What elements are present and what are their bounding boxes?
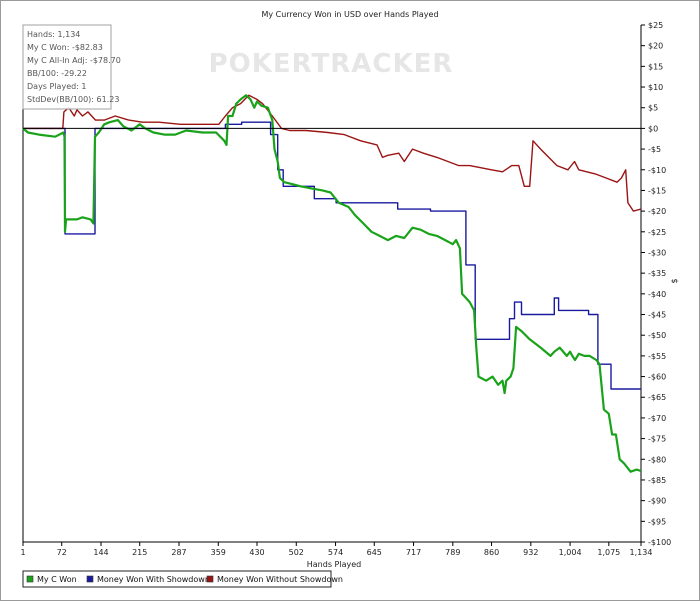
y-tick-label: -$10 <box>648 166 666 175</box>
y-tick-label: $20 <box>648 42 663 51</box>
stats-line: Hands: 1,134 <box>27 30 80 39</box>
y-tick-label: -$85 <box>648 476 666 485</box>
axes: $25 $20 $15 $10 $5 $0 -$5 -$10 -$15 -$20 -$25 -$30 -… <box>20 21 671 557</box>
series-line-my-c-won <box>22 94 642 473</box>
x-axis-label: Hands Played <box>307 560 361 569</box>
series-line-with-showdown <box>23 121 641 390</box>
x-tick-label: 932 <box>523 548 538 557</box>
x-tick-label: 72 <box>57 548 67 557</box>
x-tick-label: 574 <box>328 548 343 557</box>
chart-title: My Currency Won in USD over Hands Played <box>261 10 438 19</box>
x-tick-label: 215 <box>132 548 147 557</box>
stats-box: Hands: 1,134 My C Won: -$82.83 My C All-In… <box>22 24 121 110</box>
x-tick-label: 502 <box>289 548 304 557</box>
x-tick-label: 430 <box>249 548 264 557</box>
y-tick-label: $10 <box>648 83 663 92</box>
y-tick-label: -$90 <box>648 497 666 506</box>
y-tick-label: -$45 <box>648 311 666 320</box>
y-tick-label: -$30 <box>648 248 666 257</box>
legend-swatch-my-c-won <box>26 575 34 583</box>
y-tick-label: $5 <box>648 104 658 113</box>
legend-swatch-without-showdown <box>206 575 214 583</box>
series-layer <box>22 94 642 473</box>
x-tick-label: 1,075 <box>597 548 620 557</box>
x-tick-label: 1 <box>20 548 25 557</box>
y-tick-label: -$65 <box>648 393 666 402</box>
stats-line: BB/100: -29.22 <box>27 69 87 78</box>
x-tick-label: 789 <box>445 548 460 557</box>
y-tick-label: -$20 <box>648 207 666 216</box>
watermark-logo: POKERTRACKER <box>209 49 454 79</box>
stats-line: My C All-In Adj: -$78.70 <box>27 56 121 65</box>
y-tick-label: -$60 <box>648 373 666 382</box>
x-tick-label: 144 <box>93 548 108 557</box>
x-tick-label: 1,134 <box>630 548 653 557</box>
stats-line: Days Played: 1 <box>27 82 87 91</box>
y-axis-label: $ <box>670 278 679 283</box>
legend-border <box>22 570 332 588</box>
x-tick-label: 1,004 <box>559 548 582 557</box>
y-tick-label: $15 <box>648 62 663 71</box>
stats-line: My C Won: -$82.83 <box>27 43 103 52</box>
y-tick-label: -$50 <box>648 331 666 340</box>
y-tick-label: -$5 <box>648 145 661 154</box>
legend-swatch-with-showdown <box>86 575 94 583</box>
series-line-without-showdown <box>23 94 642 212</box>
y-tick-label: -$25 <box>648 228 666 237</box>
y-tick-label: -$95 <box>648 517 666 526</box>
x-tick-label: 645 <box>367 548 382 557</box>
x-tick-label: 287 <box>171 548 186 557</box>
y-tick-label: -$75 <box>648 435 666 444</box>
stats-line: StdDev(BB/100): 61.23 <box>27 95 119 104</box>
legend: My C Won Money Won With Showdown Money Won… <box>22 570 343 588</box>
y-tick-label: -$55 <box>648 352 666 361</box>
legend-label-without-showdown: Money Won Without Showdown <box>217 575 343 584</box>
y-tick-label: -$35 <box>648 269 666 278</box>
legend-label-my-c-won: My C Won <box>37 575 77 584</box>
y-tick-label: -$80 <box>648 455 666 464</box>
y-tick-label: -$70 <box>648 414 666 423</box>
x-tick-label: 717 <box>406 548 421 557</box>
y-tick-label: -$15 <box>648 186 666 195</box>
x-tick-label: 860 <box>484 548 499 557</box>
y-tick-label: $0 <box>648 124 658 133</box>
y-tick-label: -$100 <box>648 538 671 547</box>
x-tick-label: 359 <box>211 548 226 557</box>
y-tick-label: $25 <box>648 21 663 30</box>
stats-box-border <box>22 24 112 110</box>
legend-label-with-showdown: Money Won With Showdown <box>97 575 210 584</box>
y-tick-label: -$40 <box>648 290 666 299</box>
